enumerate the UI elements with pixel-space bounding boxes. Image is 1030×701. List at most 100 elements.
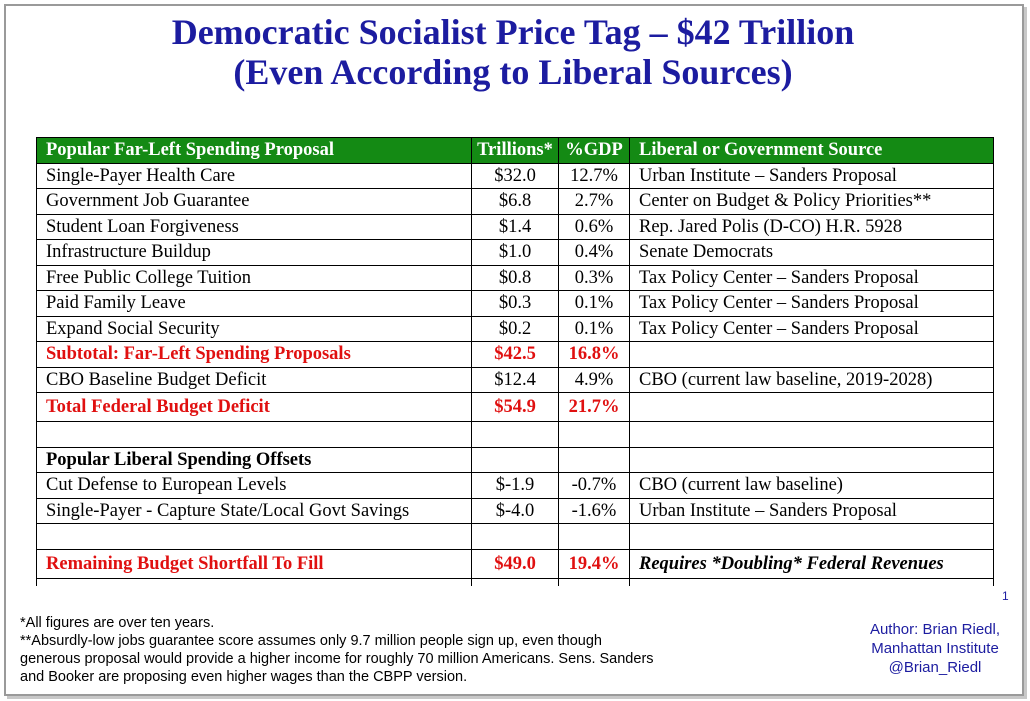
cell-trillions: $42.5 bbox=[471, 341, 559, 368]
cell-trillions: $6.8 bbox=[471, 188, 559, 215]
table-row: CBO Baseline Budget Deficit $12.4 4.9% CBO … bbox=[36, 366, 994, 393]
stub-cell bbox=[36, 577, 472, 586]
author-affiliation: Manhattan Institute bbox=[871, 640, 999, 657]
cell-source: Senate Democrats bbox=[629, 239, 994, 266]
cell-gdp: -1.6% bbox=[558, 497, 630, 524]
footnote-line: *All figures are over ten years. bbox=[20, 615, 215, 631]
cell-proposal: Free Public College Tuition bbox=[36, 264, 472, 291]
table-row: Cut Defense to European Levels $-1.9 -0.7%… bbox=[36, 472, 994, 499]
cell-proposal: Expand Social Security bbox=[36, 315, 472, 342]
cell-source bbox=[629, 421, 994, 448]
cell-source bbox=[629, 446, 994, 473]
footnotes: *All figures are over ten years. **Absur… bbox=[20, 614, 740, 686]
cell-trillions: $12.4 bbox=[471, 366, 559, 393]
cell-proposal: Total Federal Budget Deficit bbox=[36, 392, 472, 422]
cell-trillions: $1.0 bbox=[471, 239, 559, 266]
cell-gdp: 16.8% bbox=[558, 341, 630, 368]
author-handle: @Brian_Riedl bbox=[888, 659, 982, 676]
title-line-1: Democratic Socialist Price Tag – $42 Tri… bbox=[171, 12, 855, 52]
cell-trillions: $1.4 bbox=[471, 213, 559, 240]
cell-source: Tax Policy Center – Sanders Proposal bbox=[629, 264, 994, 291]
cell-source: Rep. Jared Polis (D-CO) H.R. 5928 bbox=[629, 213, 994, 240]
header-source: Liberal or Government Source bbox=[629, 137, 994, 164]
cell-trillions: $-4.0 bbox=[471, 497, 559, 524]
table-row: Government Job Guarantee $6.8 2.7% Center o… bbox=[36, 188, 994, 215]
cell-proposal: Student Loan Forgiveness bbox=[36, 213, 472, 240]
table-row-stub bbox=[36, 577, 994, 586]
cell-gdp: 0.6% bbox=[558, 213, 630, 240]
footnote-line: generous proposal would provide a higher… bbox=[20, 651, 654, 667]
table-row: Subtotal: Far-Left Spending Proposals $42… bbox=[36, 341, 994, 368]
cell-proposal: Infrastructure Buildup bbox=[36, 239, 472, 266]
cell-trillions bbox=[471, 523, 559, 550]
cell-gdp: 12.7% bbox=[558, 162, 630, 189]
cell-gdp: 0.1% bbox=[558, 315, 630, 342]
table-row: Paid Family Leave $0.3 0.1% Tax Policy Cent… bbox=[36, 290, 994, 317]
table-row: Expand Social Security $0.2 0.1% Tax Policy… bbox=[36, 315, 994, 342]
stub-cell bbox=[629, 577, 994, 586]
cell-trillions: $32.0 bbox=[471, 162, 559, 189]
table-row: Remaining Budget Shortfall To Fill $49.0 1… bbox=[36, 548, 994, 579]
cell-proposal: Government Job Guarantee bbox=[36, 188, 472, 215]
table-header-row: Popular Far-Left Spending Proposal Trill… bbox=[36, 137, 994, 164]
cell-proposal: Single-Payer Health Care bbox=[36, 162, 472, 189]
cell-gdp bbox=[558, 446, 630, 473]
cell-trillions: $0.2 bbox=[471, 315, 559, 342]
footnote-line: **Absurdly-low jobs guarantee score assu… bbox=[20, 633, 602, 649]
cell-source: CBO (current law baseline, 2019-2028) bbox=[629, 366, 994, 393]
cell-proposal: CBO Baseline Budget Deficit bbox=[36, 366, 472, 393]
cell-source bbox=[629, 341, 994, 368]
cell-source: Requires *Doubling* Federal Revenues bbox=[629, 548, 994, 579]
cell-proposal: Paid Family Leave bbox=[36, 290, 472, 317]
cell-gdp: -0.7% bbox=[558, 472, 630, 499]
cell-proposal: Subtotal: Far-Left Spending Proposals bbox=[36, 341, 472, 368]
cell-proposal: Single-Payer - Capture State/Local Govt … bbox=[36, 497, 472, 524]
spending-table: Popular Far-Left Spending Proposal Trill… bbox=[36, 137, 994, 586]
author-name: Author: Brian Riedl, bbox=[869, 621, 1001, 638]
table-row: Single-Payer Health Care $32.0 12.7% Urban … bbox=[36, 162, 994, 189]
table-row: Total Federal Budget Deficit $54.9 21.7% bbox=[36, 392, 994, 422]
table-row: Popular Liberal Spending Offsets bbox=[36, 446, 994, 473]
cell-trillions bbox=[471, 446, 559, 473]
cell-gdp: 0.3% bbox=[558, 264, 630, 291]
header-gdp: %GDP bbox=[558, 137, 630, 164]
cell-gdp: 21.7% bbox=[558, 392, 630, 422]
header-trillions: Trillions* bbox=[471, 137, 559, 164]
cell-source: Tax Policy Center – Sanders Proposal bbox=[629, 315, 994, 342]
footnote-line: and Booker are proposing even higher wag… bbox=[20, 669, 468, 685]
cell-gdp: 19.4% bbox=[558, 548, 630, 579]
table-row bbox=[36, 523, 994, 550]
header-proposal: Popular Far-Left Spending Proposal bbox=[36, 137, 472, 164]
page-number: 1 bbox=[1002, 589, 1009, 603]
cell-gdp: 2.7% bbox=[558, 188, 630, 215]
cell-gdp: 0.4% bbox=[558, 239, 630, 266]
stub-cell bbox=[471, 577, 559, 586]
cell-trillions: $0.3 bbox=[471, 290, 559, 317]
cell-source: Urban Institute – Sanders Proposal bbox=[629, 497, 994, 524]
cell-proposal: Remaining Budget Shortfall To Fill bbox=[36, 548, 472, 579]
cell-proposal bbox=[36, 523, 472, 550]
cell-proposal bbox=[36, 421, 472, 448]
cell-trillions: $-1.9 bbox=[471, 472, 559, 499]
cell-trillions: $0.8 bbox=[471, 264, 559, 291]
table-row: Student Loan Forgiveness $1.4 0.6% Rep. Jar… bbox=[36, 213, 994, 240]
cell-gdp bbox=[558, 523, 630, 550]
cell-proposal: Popular Liberal Spending Offsets bbox=[36, 446, 472, 473]
author-credit: Author: Brian Riedl, Manhattan Institute… bbox=[850, 620, 1020, 677]
stub-cell bbox=[558, 577, 630, 586]
cell-trillions: $54.9 bbox=[471, 392, 559, 422]
table-row bbox=[36, 421, 994, 448]
cell-gdp: 4.9% bbox=[558, 366, 630, 393]
cell-trillions: $49.0 bbox=[471, 548, 559, 579]
cell-source: Center on Budget & Policy Priorities** bbox=[629, 188, 994, 215]
cell-source bbox=[629, 392, 994, 422]
cell-gdp bbox=[558, 421, 630, 448]
table-row: Infrastructure Buildup $1.0 0.4% Senate Dem… bbox=[36, 239, 994, 266]
page-title: Democratic Socialist Price Tag – $42 Tri… bbox=[0, 12, 1026, 92]
table-row: Free Public College Tuition $0.8 0.3% Tax P… bbox=[36, 264, 994, 291]
cell-proposal: Cut Defense to European Levels bbox=[36, 472, 472, 499]
cell-gdp: 0.1% bbox=[558, 290, 630, 317]
cell-source: Tax Policy Center – Sanders Proposal bbox=[629, 290, 994, 317]
cell-source: CBO (current law baseline) bbox=[629, 472, 994, 499]
cell-trillions bbox=[471, 421, 559, 448]
